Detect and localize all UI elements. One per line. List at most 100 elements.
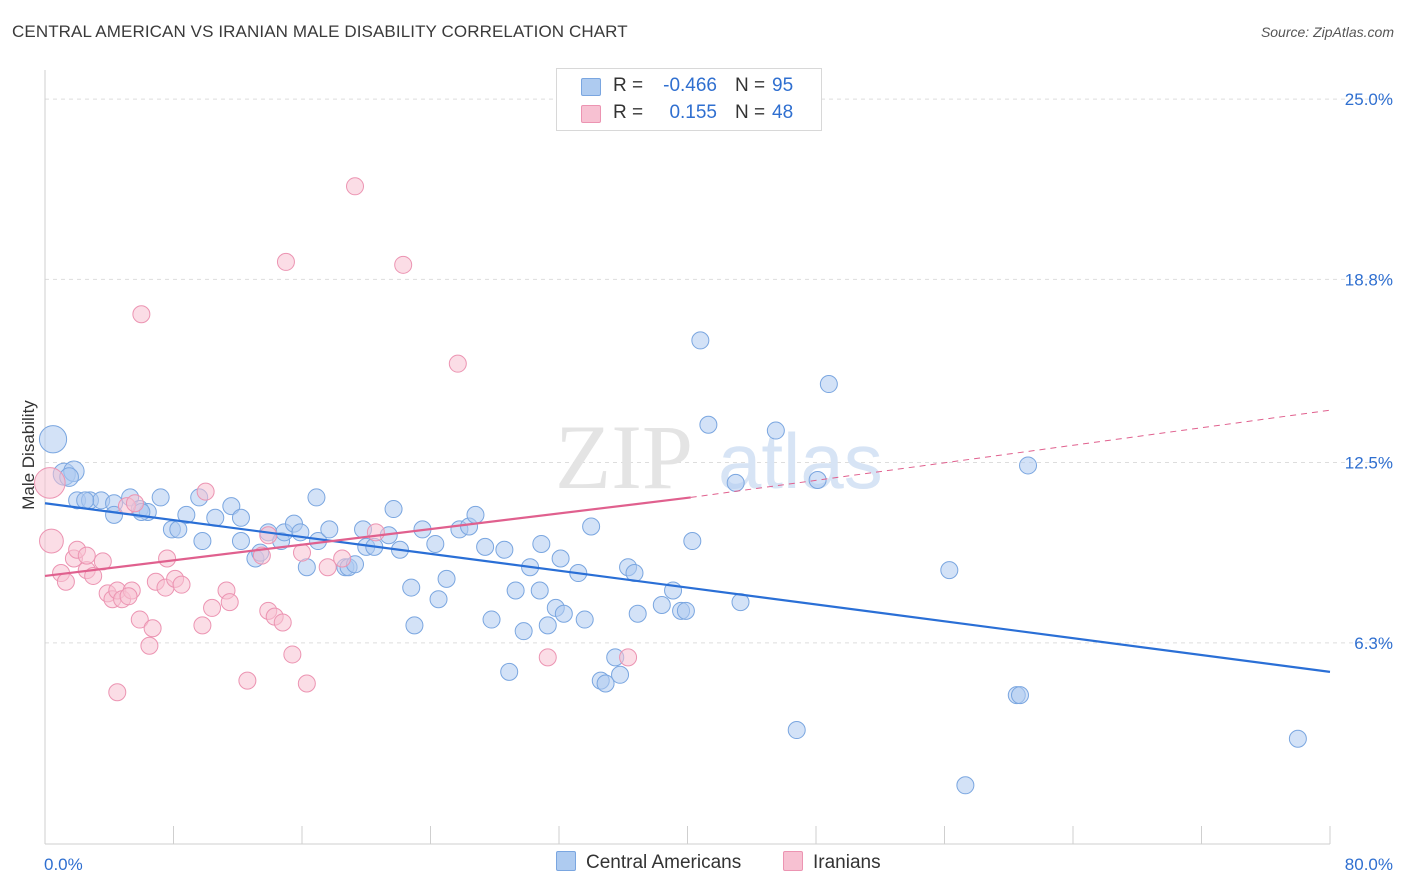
point-iranian: [39, 528, 64, 554]
trend-lines: [44, 409, 1331, 673]
point-central-american: [940, 561, 959, 580]
point-iranian: [297, 674, 316, 693]
point-central-american: [320, 520, 339, 539]
point-iranian: [158, 549, 177, 568]
trend-line-iranians-projection: [690, 409, 1331, 498]
point-iranian: [130, 610, 149, 629]
grid-lines: [45, 98, 1392, 644]
point-central-american: [105, 505, 124, 524]
n-value: 48: [772, 102, 794, 123]
point-iranian: [108, 683, 127, 702]
point-central-american: [1019, 456, 1038, 475]
y-tick-label: 18.8%: [1345, 270, 1393, 289]
series-name: Iranians: [813, 852, 881, 873]
point-central-american: [426, 534, 445, 553]
point-central-american: [699, 415, 718, 434]
point-iranian: [203, 598, 222, 617]
point-central-american: [530, 581, 549, 600]
point-central-american: [482, 610, 501, 629]
watermark-zip: ZIP: [555, 406, 693, 508]
watermark: ZIP atlas: [555, 406, 883, 508]
n-label: N =: [735, 75, 766, 96]
point-iranian: [333, 549, 352, 568]
trend-line-iranians: [44, 496, 691, 578]
point-central-american: [177, 505, 196, 524]
data-points: [34, 177, 1307, 795]
r-label: R =: [613, 75, 644, 96]
r-value: 0.155: [669, 102, 717, 123]
point-iranian: [238, 671, 257, 690]
point-central-american: [193, 532, 212, 551]
series-swatch-pink: [783, 851, 803, 871]
point-iranian: [448, 354, 467, 373]
point-central-american: [231, 532, 250, 551]
correlation-legend: R = -0.466 N = 95 R = 0.155 N = 48: [556, 68, 822, 131]
point-central-american: [819, 375, 838, 394]
point-central-american: [532, 534, 551, 553]
legend-swatch-blue: [581, 78, 601, 96]
point-central-american: [691, 331, 710, 350]
point-central-american: [76, 491, 95, 510]
source-credit: Source: ZipAtlas.com: [1260, 24, 1394, 40]
point-central-american: [956, 776, 975, 795]
series-legend-central-americans: Central Americans: [556, 851, 741, 874]
point-iranian: [77, 546, 96, 565]
watermark-atlas: atlas: [718, 417, 883, 505]
point-central-american: [611, 665, 630, 684]
point-central-american: [466, 505, 485, 524]
y-tick-label: 25.0%: [1345, 90, 1393, 109]
y-tick-label: 6.3%: [1354, 634, 1393, 653]
point-central-american: [596, 674, 615, 693]
point-iranian: [259, 526, 278, 545]
point-central-american: [628, 604, 647, 623]
point-iranian: [193, 616, 212, 635]
point-central-american: [231, 508, 250, 527]
point-central-american: [538, 616, 557, 635]
chart-title: CENTRAL AMERICAN VS IRANIAN MALE DISABIL…: [12, 22, 628, 41]
point-central-american: [495, 540, 514, 559]
y-axis-label: Male Disability: [19, 400, 38, 510]
point-iranian: [252, 546, 271, 565]
legend-row-iranians: R = 0.155 N = 48: [557, 100, 821, 126]
point-iranian: [220, 593, 239, 612]
point-central-american: [402, 578, 421, 597]
point-iranian: [143, 619, 162, 638]
point-central-american: [1010, 686, 1029, 705]
point-central-american: [787, 721, 806, 740]
x-tick-label-min: 0.0%: [44, 855, 83, 874]
point-central-american: [476, 537, 495, 556]
n-label: N =: [735, 102, 766, 123]
point-central-american: [582, 517, 601, 536]
point-iranian: [394, 255, 413, 274]
point-central-american: [554, 604, 573, 623]
point-iranian: [132, 305, 151, 324]
point-iranian: [56, 572, 75, 591]
point-central-american: [551, 549, 570, 568]
point-iranian: [140, 636, 159, 655]
point-central-american: [652, 596, 671, 615]
point-iranian: [318, 558, 337, 577]
y-tick-label: 12.5%: [1345, 454, 1393, 473]
point-iranian: [196, 482, 215, 501]
point-central-american: [766, 421, 785, 440]
legend-row-central-americans: R = -0.466 N = 95: [557, 73, 821, 99]
point-central-american: [500, 662, 519, 681]
point-central-american: [514, 622, 533, 641]
point-central-american: [506, 581, 525, 600]
axes: [44, 70, 1331, 845]
point-central-american: [405, 616, 424, 635]
point-central-american: [676, 601, 695, 620]
r-value: -0.466: [663, 75, 717, 96]
axis-labels: 6.3% 12.5% 18.8% 25.0% 0.0% 80.0% Male Disabil…: [19, 90, 1393, 874]
point-iranian: [172, 575, 191, 594]
point-iranian: [538, 648, 557, 667]
n-value: 95: [772, 75, 794, 96]
legend-swatch-pink: [581, 105, 601, 123]
r-label: R =: [613, 102, 644, 123]
point-iranian: [276, 252, 295, 271]
point-central-american: [307, 488, 326, 507]
series-swatch-blue: [556, 851, 576, 871]
series-name: Central Americans: [586, 852, 742, 873]
point-central-american: [429, 590, 448, 609]
